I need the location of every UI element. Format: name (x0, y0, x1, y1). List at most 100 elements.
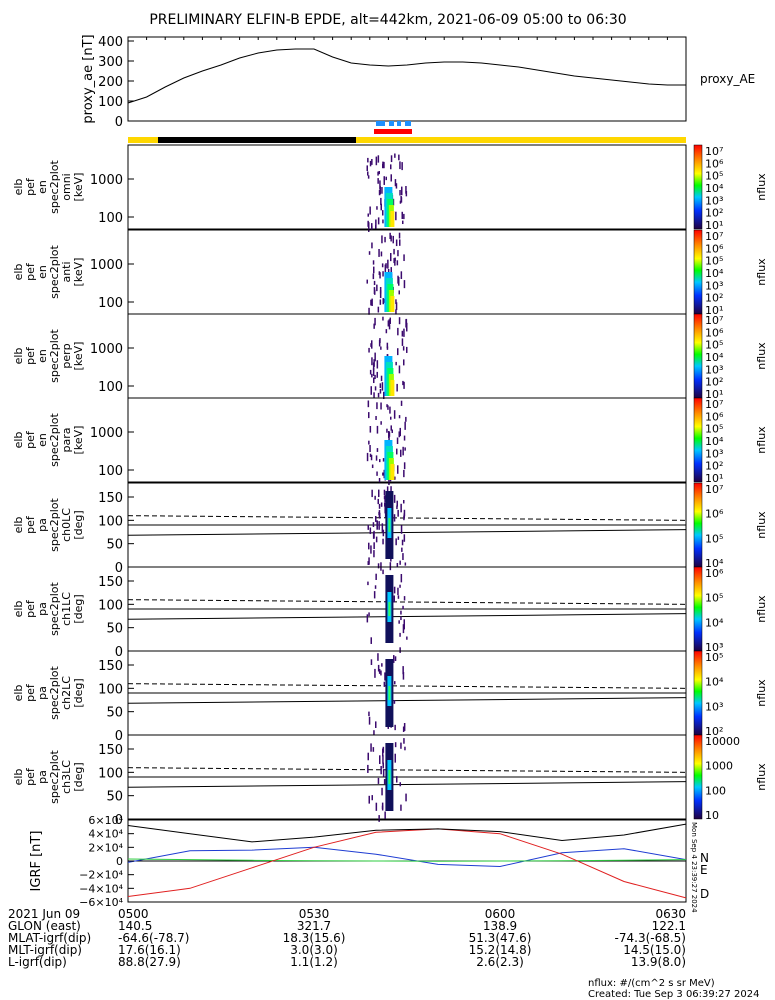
loss-cone-line (127, 781, 687, 788)
pitch-angle-panel: 150 100 50 0 elb pef pa spec2plot ch3LC [deg] (12, 734, 687, 828)
loss-cone-dashed (127, 515, 687, 521)
spectrogram-frame (127, 229, 687, 315)
flux-core (384, 440, 395, 480)
spectrogram-ytick-label: 100 (98, 464, 123, 479)
spec-pixel (402, 380, 404, 386)
spectrogram-ylabel-line: pef (24, 177, 37, 196)
spec-pixel (376, 206, 378, 210)
spec-pixel (367, 400, 370, 408)
colorbar-tick-label: 10⁴ (705, 676, 724, 689)
spec-pixel (395, 211, 397, 221)
igrf-legend-e: E (700, 863, 708, 877)
spec-pixel (398, 232, 401, 239)
spec-pixel (404, 562, 407, 566)
spec-pixel (390, 155, 393, 163)
spec-pixel (373, 392, 375, 398)
footer-value: 2.6(2.3) (476, 955, 524, 969)
spec-pixel (401, 547, 403, 552)
spec-pixel (367, 524, 369, 530)
colorbar-tick-label: 10⁵ (705, 255, 723, 268)
spec-pixel (384, 672, 386, 681)
spec-pixel (372, 368, 375, 376)
ae-ytick-label: 400 (98, 35, 123, 50)
fast-mode-bar (397, 121, 401, 126)
spec-pixel (371, 464, 374, 469)
spec-pixel (377, 498, 379, 505)
flux-core (384, 356, 395, 396)
spec-pixel (382, 210, 384, 216)
spec-pixel (392, 198, 395, 206)
colorbar-tick-label: 10⁶ (705, 326, 724, 339)
colorbar-tick-label: 1000 (705, 760, 733, 773)
igrf-ylabel: IGRF [nT] (29, 831, 44, 892)
pitch-angle-ylabel-line: [deg] (72, 678, 85, 707)
colorbar-tick-label: 10² (705, 460, 723, 473)
flux-cell (390, 296, 395, 312)
spec-pixel (397, 465, 399, 474)
pitch-angle-ylabel-line: pa (36, 770, 49, 784)
spec-pixel (395, 538, 397, 546)
spec-pixel (405, 191, 408, 197)
pitch-angle-ytick-label: 50 (106, 706, 123, 721)
spec-pixel (403, 435, 406, 441)
spec-pixel (386, 486, 389, 492)
colorbar-tick-label: 10⁷ (705, 145, 723, 158)
fast-mode-bar (389, 121, 394, 126)
spec-pixel (373, 287, 376, 294)
colorbar: 10000 1000 100 10 nflux (693, 734, 768, 822)
spec-pixel (370, 743, 372, 752)
colorbar-tick-label: 10⁴ (705, 351, 724, 364)
colorbar-gradient (693, 650, 703, 736)
spec-pixel (401, 211, 403, 219)
spec-pixel (383, 681, 386, 687)
igrf-ytick-label: −6×10⁴ (79, 896, 123, 909)
colorbar-tick-label: 100 (705, 784, 726, 797)
spec-pixel (371, 357, 373, 366)
spectrogram-frame (127, 144, 687, 230)
spec-pixel (371, 223, 373, 230)
loss-cone-line (127, 697, 687, 704)
spec-pixel (376, 402, 378, 410)
ae-ylabel: proxy_ae [nT] (81, 34, 96, 123)
spec-pixel (395, 183, 398, 189)
spec-pixel (405, 318, 408, 324)
pitch-angle-ylabel-line: pef (24, 767, 37, 786)
spec-pixel (398, 620, 400, 624)
spec-pixel (398, 277, 400, 286)
pitch-angle-ylabel-line: elb (12, 517, 25, 534)
pitch-angle-ylabel-line: ch1LC (60, 592, 73, 626)
spec-pixel (379, 290, 382, 299)
ae-panel: 400 300 200 100 0 proxy_ae [nT] proxy_AE (81, 34, 755, 130)
spec-pixel (390, 253, 392, 262)
spec-pixel (377, 777, 380, 784)
spec-pixel (378, 478, 381, 483)
spec-pixel (393, 514, 396, 522)
spec-pixel (399, 190, 401, 196)
spec-pixel (392, 235, 394, 244)
spec-pixel (376, 371, 378, 378)
spec-pixel (382, 164, 384, 169)
pitch-angle-ylabel-line: elb (12, 601, 25, 618)
colorbar: 10⁶ 10⁵ 10⁴ 10³ nflux (693, 566, 768, 654)
spec-pixel (400, 197, 403, 203)
spec-pixel (393, 476, 396, 480)
loss-cone-dashed (127, 683, 687, 689)
spec-pixel (367, 752, 369, 761)
spec-pixel (387, 405, 389, 410)
ae-ytick-label: 0 (115, 115, 123, 130)
pitch-angle-ytick-label: 100 (98, 682, 123, 697)
colorbar-tick-label: 10 (705, 809, 719, 822)
colorbar-tick-label: 10³ (705, 641, 723, 654)
spec-pixel (377, 306, 380, 313)
spec-pixel (398, 431, 400, 438)
spec-pixel (402, 666, 404, 675)
pitch-angle-ylabel-line: elb (12, 685, 25, 702)
spec-pixel (377, 664, 380, 672)
spec-pixel (394, 260, 396, 266)
spec-pixel (397, 595, 400, 599)
spectrogram-ylabel-line: elb (12, 348, 25, 365)
footer-value: 17.6(16.1) (118, 943, 181, 957)
igrf-ytick-label: 6×10⁴ (88, 814, 123, 827)
colorbar-tick-label: 10⁶ (705, 242, 724, 255)
spec-pixel (373, 542, 375, 550)
